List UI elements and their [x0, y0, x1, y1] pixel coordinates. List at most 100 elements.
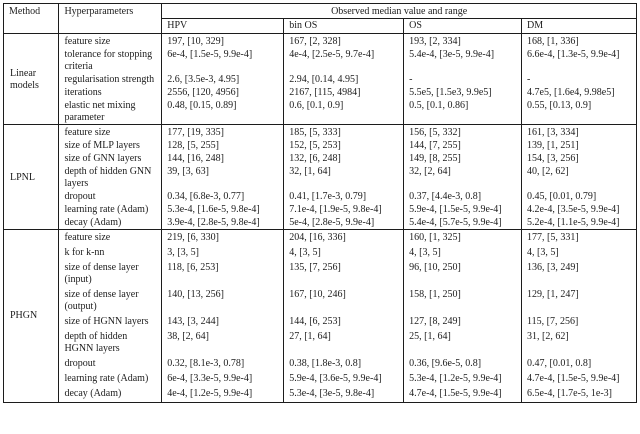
- hyperparameter-name: regularisation strength: [58, 73, 163, 86]
- hyperparameter-name: feature size: [58, 124, 163, 139]
- table-row: size of dense layer (output) 140, [13, 2…: [4, 288, 637, 315]
- hyperparameter-name: decay (Adam): [58, 387, 163, 403]
- value-cell: 0.55, [0.13, 0.9]: [521, 99, 637, 125]
- method-column-header: Method: [2, 3, 60, 34]
- value-cell: 0.45, [0.01, 0.79]: [521, 190, 637, 203]
- value-cell: 4, [3, 5]: [521, 246, 637, 261]
- value-cell: 5.3e-4, [1.2e-5, 9.9e-4]: [403, 372, 523, 387]
- value-cell: 0.36, [9.6e-5, 0.8]: [403, 357, 523, 372]
- value-cell: 6e-4, [1.5e-5, 9.9e-4]: [161, 48, 285, 73]
- value-cell: 168, [1, 336]: [521, 33, 637, 48]
- value-cell: 156, [5, 332]: [403, 124, 523, 139]
- table-row: depth of hidden GNN layers 39, [3, 63] 3…: [4, 165, 637, 190]
- hyperparameter-name: learning rate (Adam): [58, 203, 163, 216]
- value-cell: 0.47, [0.01, 0.8]: [521, 357, 637, 372]
- value-cell: 177, [19, 335]: [161, 124, 285, 139]
- value-cell: 167, [10, 246]: [283, 288, 405, 315]
- value-cell: 32, [1, 64]: [283, 165, 405, 190]
- hyperparameter-name: size of MLP layers: [58, 139, 163, 152]
- observed-median-header: Observed median value and range: [161, 3, 637, 19]
- table-row: k for k-nn 3, [3, 5] 4, [3, 5] 4, [3, 5]…: [4, 246, 637, 261]
- hyperparameter-name: size of GNN layers: [58, 152, 163, 165]
- value-cell: 118, [6, 253]: [161, 261, 285, 288]
- value-cell: 143, [3, 244]: [161, 315, 285, 330]
- value-cell: 3, [3, 5]: [161, 246, 285, 261]
- value-cell: 5e-4, [2.8e-5, 9.9e-4]: [283, 216, 405, 230]
- value-cell: 0.6, [0.1, 0.9]: [283, 99, 405, 125]
- hyperparameter-name: depth of hidden HGNN layers: [58, 330, 163, 357]
- value-cell: 140, [13, 256]: [161, 288, 285, 315]
- value-cell: 219, [6, 330]: [161, 229, 285, 246]
- value-cell: 144, [6, 253]: [283, 315, 405, 330]
- table-row: iterations 2556, [120, 4956] 2167, [115,…: [4, 86, 637, 99]
- table-row: decay (Adam) 3.9e-4, [2.8e-5, 9.8e-4] 5e…: [4, 216, 637, 230]
- value-cell: 40, [2, 62]: [521, 165, 637, 190]
- table-row: depth of hidden HGNN layers 38, [2, 64] …: [4, 330, 637, 357]
- method-cell-linear-models: Linear models: [2, 33, 60, 125]
- hyperparameter-name: feature size: [58, 229, 163, 246]
- value-cell: 7.1e-4, [1.9e-5, 9.8e-4]: [283, 203, 405, 216]
- value-cell: 204, [16, 336]: [283, 229, 405, 246]
- table-row: size of HGNN layers 143, [3, 244] 144, […: [4, 315, 637, 330]
- value-cell: 144, [16, 248]: [161, 152, 285, 165]
- hyperparameter-name: decay (Adam): [58, 216, 163, 230]
- value-cell: 4.7e-4, [1.5e-5, 9.9e-4]: [403, 387, 523, 403]
- hyperparameter-name: k for k-nn: [58, 246, 163, 261]
- value-cell: 5.3e-4, [1.6e-5, 9.8e-4]: [161, 203, 285, 216]
- value-cell: 197, [10, 329]: [161, 33, 285, 48]
- value-cell: 154, [3, 256]: [521, 152, 637, 165]
- value-cell: 96, [10, 250]: [403, 261, 523, 288]
- table-row: dropout 0.34, [6.8e-3, 0.77] 0.41, [1.7e…: [4, 190, 637, 203]
- value-cell: 152, [5, 253]: [283, 139, 405, 152]
- value-cell: 39, [3, 63]: [161, 165, 285, 190]
- value-cell: 127, [8, 249]: [403, 315, 523, 330]
- value-cell: 4, [3, 5]: [403, 246, 523, 261]
- value-cell: 2167, [115, 4984]: [283, 86, 405, 99]
- value-cell: 4, [3, 5]: [283, 246, 405, 261]
- hyperparameter-name: size of HGNN layers: [58, 315, 163, 330]
- table-row: size of GNN layers 144, [16, 248] 132, […: [4, 152, 637, 165]
- value-cell: 167, [2, 328]: [283, 33, 405, 48]
- table-header-row-1: Method Hyperparameters Observed median v…: [2, 3, 637, 34]
- value-cell: 4.7e-4, [1.5e-5, 9.9e-4]: [521, 372, 637, 387]
- hyperparameter-name: iterations: [58, 86, 163, 99]
- value-cell: -: [521, 73, 637, 86]
- value-cell: 5.3e-4, [3e-5, 9.8e-4]: [283, 387, 405, 403]
- dataset-column-header-dm: DM: [521, 18, 637, 34]
- table-header-row-2: HPV bin OS OS DM: [4, 18, 637, 34]
- dataset-column-header-hpv: HPV: [161, 18, 285, 34]
- value-cell: 0.37, [4.4e-3, 0.8]: [403, 190, 523, 203]
- value-cell: 6.5e-4, [1.7e-5, 1e-3]: [521, 387, 637, 403]
- value-cell: 5.9e-4, [1.5e-5, 9.9e-4]: [403, 203, 523, 216]
- value-cell: 5.9e-4, [3.6e-5, 9.9e-4]: [283, 372, 405, 387]
- hyperparameter-name: tolerance for stopping criteria: [58, 48, 163, 73]
- table-row: elastic net mixing parameter 0.48, [0.15…: [4, 99, 637, 125]
- hyperparameter-name: feature size: [58, 33, 163, 48]
- value-cell: 161, [3, 334]: [521, 124, 637, 139]
- value-cell: 2556, [120, 4956]: [161, 86, 285, 99]
- method-cell-phgn: PHGN: [2, 229, 60, 403]
- dataset-column-header-os: OS: [403, 18, 523, 34]
- value-cell: 115, [7, 256]: [521, 315, 637, 330]
- table-row: decay (Adam) 4e-4, [1.2e-5, 9.9e-4] 5.3e…: [4, 387, 637, 403]
- value-cell: 193, [2, 334]: [403, 33, 523, 48]
- hyperparameters-column-header: Hyperparameters: [58, 3, 163, 34]
- value-cell: 136, [3, 249]: [521, 261, 637, 288]
- value-cell: 3.9e-4, [2.8e-5, 9.8e-4]: [161, 216, 285, 230]
- value-cell: 0.5, [0.1, 0.86]: [403, 99, 523, 125]
- value-cell: 2.6, [3.5e-3, 4.95]: [161, 73, 285, 86]
- table-row: Linear models feature size 197, [10, 329…: [2, 33, 637, 125]
- value-cell: 4e-4, [2.5e-5, 9.7e-4]: [283, 48, 405, 73]
- value-cell: 4.2e-4, [3.5e-5, 9.9e-4]: [521, 203, 637, 216]
- value-cell: 32, [2, 64]: [403, 165, 523, 190]
- value-cell: 128, [5, 255]: [161, 139, 285, 152]
- hyperparameter-name: size of dense layer (output): [58, 288, 163, 315]
- value-cell: 160, [1, 325]: [403, 229, 523, 246]
- value-cell: 6.6e-4, [1.3e-5, 9.9e-4]: [521, 48, 637, 73]
- hyperparameter-name: depth of hidden GNN layers: [58, 165, 163, 190]
- value-cell: 129, [1, 247]: [521, 288, 637, 315]
- table-row: LPNL feature size 177, [19, 335] 185, [5…: [2, 124, 637, 230]
- table-row: dropout 0.32, [8.1e-3, 0.78] 0.38, [1.8e…: [4, 357, 637, 372]
- value-cell: 139, [1, 251]: [521, 139, 637, 152]
